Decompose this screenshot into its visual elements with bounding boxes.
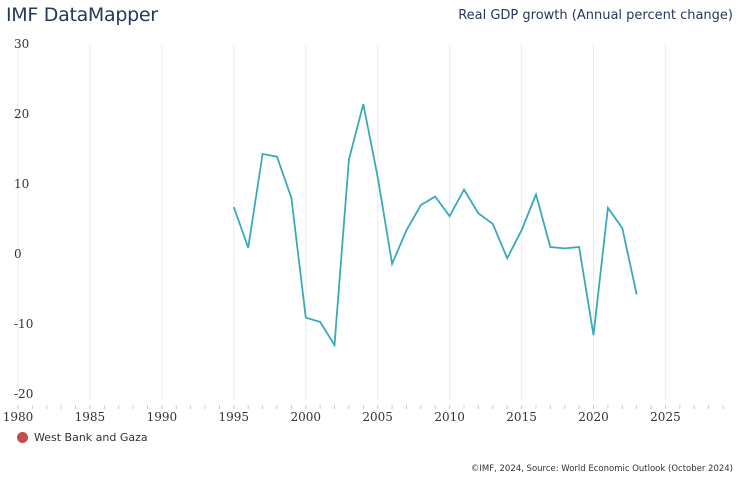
x-tick-label: 1980 bbox=[3, 410, 34, 424]
source-footer: ©IMF, 2024, Source: World Economic Outlo… bbox=[470, 464, 733, 474]
data-point-2002[interactable] bbox=[332, 342, 338, 348]
data-point-1996[interactable] bbox=[245, 245, 251, 251]
data-point-1997[interactable] bbox=[260, 151, 266, 157]
y-tick-label: 20 bbox=[14, 107, 29, 121]
data-point-2016[interactable] bbox=[533, 192, 539, 198]
data-point-2012[interactable] bbox=[475, 210, 481, 216]
data-point-2019[interactable] bbox=[576, 244, 582, 250]
chart-title: Real GDP growth (Annual percent change) bbox=[458, 8, 733, 23]
data-point-1995[interactable] bbox=[231, 204, 237, 210]
x-tick-label: 2005 bbox=[362, 410, 393, 424]
x-tick-label: 1985 bbox=[75, 410, 106, 424]
x-tick-label: 1995 bbox=[219, 410, 250, 424]
series-line-west-bank-and-gaza[interactable] bbox=[232, 103, 638, 348]
y-tick-label: -10 bbox=[14, 317, 33, 331]
data-point-2021[interactable] bbox=[605, 205, 611, 211]
data-point-2011[interactable] bbox=[461, 187, 467, 193]
grid-layer bbox=[17, 44, 666, 400]
y-tick-label: 0 bbox=[14, 247, 22, 261]
data-point-2015[interactable] bbox=[519, 227, 525, 233]
data-point-2008[interactable] bbox=[418, 202, 424, 208]
data-point-2020[interactable] bbox=[591, 332, 597, 338]
data-point-1998[interactable] bbox=[274, 154, 280, 160]
x-tick-label: 2010 bbox=[434, 410, 465, 424]
x-axis-ticks bbox=[17, 405, 724, 409]
data-point-2003[interactable] bbox=[346, 157, 352, 163]
data-point-2006[interactable] bbox=[389, 261, 395, 267]
data-point-2005[interactable] bbox=[375, 174, 381, 180]
x-tick-label: 2025 bbox=[650, 410, 681, 424]
legend-item-west-bank-and-gaza[interactable]: West Bank and Gaza bbox=[17, 431, 148, 444]
data-point-2007[interactable] bbox=[403, 227, 409, 233]
data-point-2009[interactable] bbox=[432, 194, 438, 200]
data-point-2018[interactable] bbox=[562, 245, 568, 251]
data-point-2022[interactable] bbox=[619, 225, 625, 231]
app-title: IMF DataMapper bbox=[6, 4, 158, 26]
y-tick-label: 30 bbox=[14, 37, 29, 51]
legend-label: West Bank and Gaza bbox=[34, 431, 148, 444]
x-axis-labels: 1980 1985 1990 1995 2000 2005 2010 2015 2020 2025 bbox=[3, 410, 681, 424]
y-axis-labels: 30 20 10 0 -10 -20 bbox=[14, 37, 33, 401]
data-point-2004[interactable] bbox=[360, 101, 366, 107]
data-point-1999[interactable] bbox=[288, 195, 294, 201]
data-point-2023[interactable] bbox=[634, 292, 640, 298]
legend-dot bbox=[17, 432, 28, 443]
x-tick-label: 2020 bbox=[578, 410, 609, 424]
data-point-2013[interactable] bbox=[490, 221, 496, 227]
data-point-2017[interactable] bbox=[547, 244, 553, 250]
x-tick-label: 2015 bbox=[506, 410, 537, 424]
data-point-2000[interactable] bbox=[303, 315, 309, 321]
x-tick-label: 2000 bbox=[290, 410, 321, 424]
x-tick-label: 1990 bbox=[147, 410, 178, 424]
y-tick-label: 10 bbox=[14, 177, 29, 191]
data-point-2010[interactable] bbox=[447, 213, 453, 219]
y-tick-label: -20 bbox=[14, 387, 33, 401]
data-point-2014[interactable] bbox=[504, 255, 510, 261]
data-point-2001[interactable] bbox=[317, 319, 323, 325]
series-layer bbox=[231, 101, 640, 348]
